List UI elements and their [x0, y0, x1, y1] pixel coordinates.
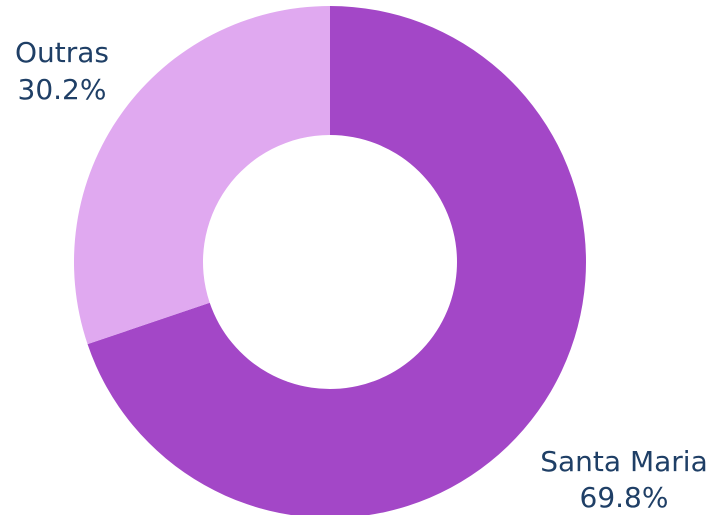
slice-label-santa-maria-value: 69.8% [580, 481, 669, 514]
slice-label-outras-name: Outras [15, 36, 109, 69]
slice-label-santa-maria: Santa Maria 69.8% [540, 445, 707, 514]
donut-slices [73, 6, 586, 515]
slice-label-outras-value: 30.2% [18, 73, 107, 106]
slice-label-santa-maria-name: Santa Maria [540, 445, 707, 478]
slice-label-outras: Outras 30.2% [15, 36, 109, 106]
slice-santa-maria [87, 6, 586, 515]
slice-outras [73, 6, 330, 345]
